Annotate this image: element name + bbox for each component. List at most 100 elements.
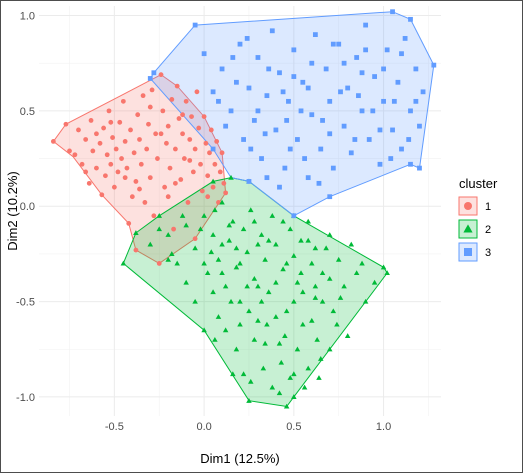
data-point-cluster-3: [151, 70, 157, 76]
data-point-cluster-2: [265, 289, 272, 295]
data-point-cluster-3: [255, 108, 261, 114]
data-point-cluster-2: [248, 378, 254, 384]
data-point-cluster-3: [302, 156, 308, 161]
data-point-cluster-2: [244, 249, 250, 255]
data-point-cluster-1: [147, 104, 153, 110]
data-point-cluster-3: [228, 108, 234, 114]
data-point-cluster-1: [199, 188, 205, 194]
data-point-cluster-2: [222, 327, 229, 333]
data-point-cluster-1: [165, 123, 171, 129]
data-point-cluster-2: [362, 298, 369, 304]
data-point-cluster-1: [187, 137, 193, 142]
cluster-hull-3: [149, 11, 435, 217]
data-point-cluster-1: [221, 180, 227, 186]
data-point-cluster-3: [244, 36, 250, 41]
data-point-cluster-2: [197, 226, 204, 232]
data-point-cluster-2: [255, 317, 261, 323]
data-point-cluster-1: [185, 200, 191, 205]
data-points: [50, 9, 437, 409]
data-point-cluster-2: [240, 371, 247, 377]
data-point-cluster-1: [90, 148, 96, 154]
legend-marker-3: [464, 248, 472, 256]
data-point-cluster-1: [97, 140, 103, 146]
data-point-cluster-1: [217, 169, 223, 175]
data-point-cluster-2: [233, 264, 240, 270]
data-point-cluster-3: [338, 89, 343, 95]
data-point-cluster-3: [305, 175, 311, 181]
data-point-cluster-3: [345, 85, 351, 91]
data-point-cluster-1: [158, 72, 164, 78]
data-point-cluster-1: [117, 119, 123, 125]
data-point-cluster-3: [323, 66, 329, 72]
data-point-cluster-1: [212, 161, 218, 167]
data-point-cluster-2: [330, 308, 337, 314]
data-point-cluster-2: [174, 260, 180, 266]
data-point-cluster-1: [214, 138, 220, 144]
data-point-cluster-2: [251, 336, 258, 342]
data-point-cluster-2: [215, 256, 222, 262]
data-point-cluster-2: [287, 375, 294, 380]
data-point-cluster-1: [124, 165, 130, 171]
data-point-cluster-2: [248, 207, 254, 213]
data-point-cluster-3: [269, 28, 275, 34]
data-point-cluster-3: [359, 108, 365, 114]
data-point-cluster-3: [413, 66, 419, 72]
data-point-cluster-3: [327, 98, 333, 104]
legend: cluster 1 2 3: [458, 176, 498, 262]
y-tick-label: -1.0: [16, 392, 35, 404]
data-point-cluster-3: [210, 89, 216, 95]
data-point-cluster-1: [203, 140, 209, 146]
data-point-cluster-2: [273, 279, 279, 285]
data-point-cluster-3: [255, 55, 261, 60]
data-point-cluster-1: [151, 213, 157, 219]
data-point-cluster-2: [219, 270, 225, 276]
data-point-cluster-1: [192, 146, 198, 152]
data-point-cluster-1: [63, 121, 69, 127]
data-point-cluster-2: [298, 237, 304, 243]
data-point-cluster-3: [305, 85, 311, 91]
data-point-cluster-2: [283, 308, 290, 314]
data-point-cluster-1: [144, 146, 150, 152]
y-tick-label: 0.5: [20, 106, 35, 118]
y-tick-label: -0.5: [16, 297, 35, 309]
data-point-cluster-2: [201, 327, 207, 333]
data-point-cluster-2: [192, 298, 198, 304]
data-point-cluster-3: [241, 137, 246, 142]
data-point-cluster-3: [291, 74, 297, 79]
data-point-cluster-2: [301, 384, 308, 390]
data-point-cluster-1: [167, 165, 173, 171]
data-point-cluster-3: [230, 55, 236, 60]
data-point-cluster-1: [120, 98, 126, 104]
data-point-cluster-3: [318, 146, 324, 152]
data-point-cluster-2: [319, 298, 326, 304]
data-point-cluster-1: [210, 184, 216, 190]
data-point-cluster-2: [353, 270, 360, 276]
data-point-cluster-3: [352, 137, 358, 142]
data-point-cluster-1: [67, 148, 72, 154]
cluster-hull-2: [122, 177, 388, 408]
data-point-cluster-1: [183, 98, 189, 104]
data-point-cluster-2: [291, 298, 297, 304]
y-tick-label: 1.0: [20, 11, 35, 23]
data-point-cluster-1: [103, 173, 108, 179]
data-point-cluster-2: [326, 232, 333, 237]
data-point-cluster-3: [402, 36, 408, 41]
y-axis-title: Dim2 (10.2%): [5, 171, 20, 250]
data-point-cluster-3: [309, 60, 315, 66]
data-point-cluster-1: [180, 112, 185, 118]
data-point-cluster-1: [208, 127, 214, 133]
data-point-cluster-2: [226, 237, 232, 243]
data-point-cluster-3: [363, 47, 369, 53]
x-tick-label: 0.0: [196, 421, 211, 433]
data-point-cluster-3: [291, 47, 297, 53]
data-point-cluster-2: [280, 218, 286, 224]
data-point-cluster-2: [305, 218, 311, 224]
data-point-cluster-1: [126, 220, 132, 226]
data-point-cluster-2: [240, 226, 247, 232]
data-point-cluster-1: [104, 152, 110, 158]
data-point-cluster-3: [246, 85, 252, 91]
data-point-cluster-2: [255, 241, 261, 247]
data-point-cluster-2: [283, 260, 290, 266]
data-point-cluster-3: [330, 41, 336, 47]
data-point-cluster-1: [196, 125, 202, 131]
